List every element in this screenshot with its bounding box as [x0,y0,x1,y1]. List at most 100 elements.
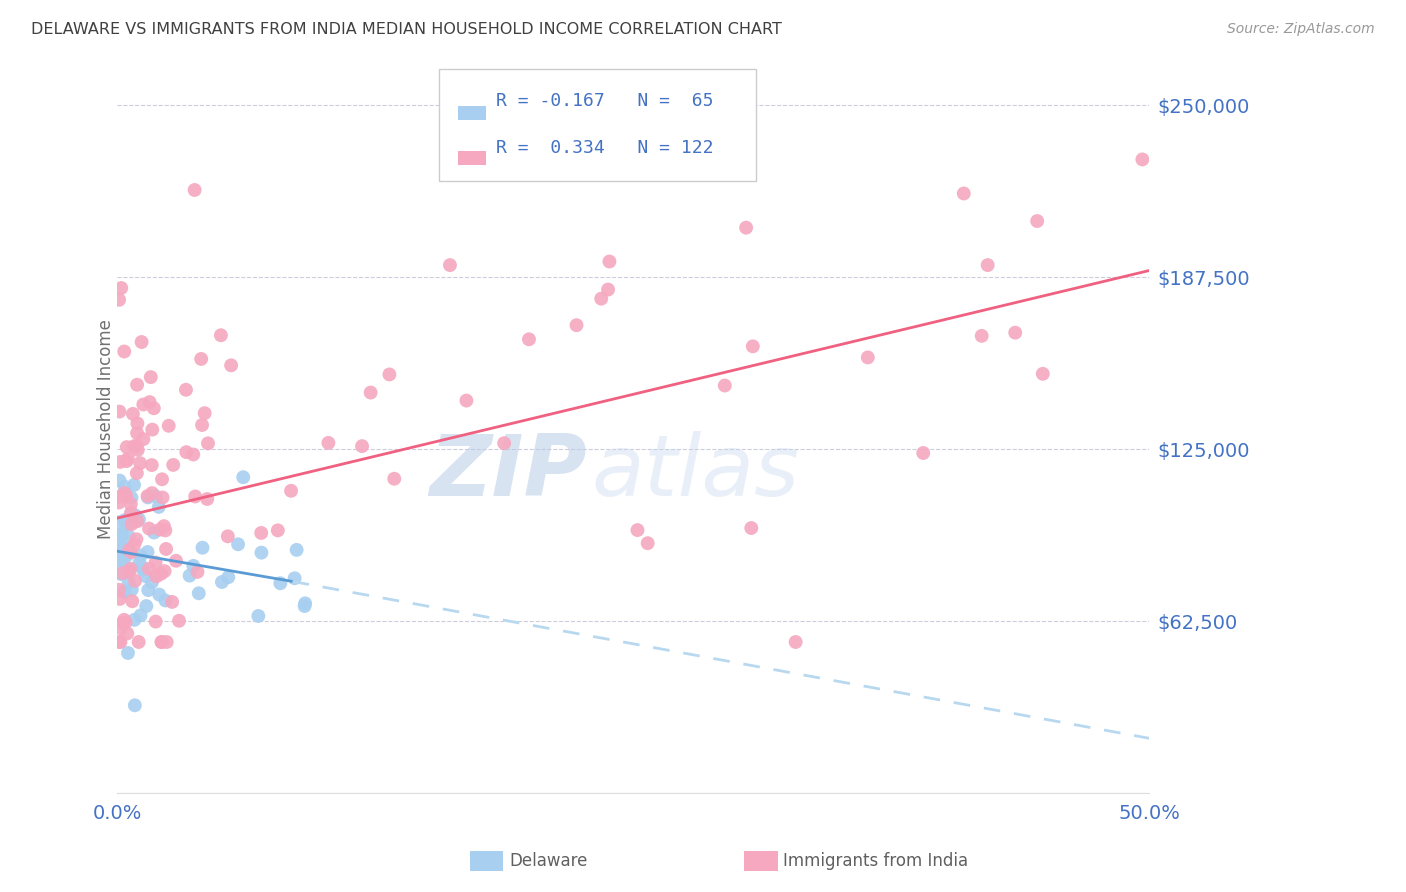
Point [108,490,131,504]
Point [120,562,142,576]
Point [115,489,138,503]
Point [145,615,167,629]
Point [111,553,134,567]
Point [970,329,993,343]
Point [141,575,163,590]
Point [360,385,382,400]
Point [110,567,132,582]
Point [124,537,146,551]
Point [856,351,879,365]
Point [155,524,177,538]
Point [382,472,405,486]
Point [197,436,219,450]
Point [285,542,308,557]
Point [129,608,152,623]
Point [138,562,160,576]
Point [174,383,197,397]
Point [108,548,131,562]
Point [439,258,461,272]
Point [129,559,152,574]
Point [626,523,648,537]
Point [135,599,157,613]
Point [127,442,149,457]
Point [120,545,142,559]
Point [114,585,136,599]
Point [114,513,136,527]
Point [186,565,208,579]
Point [217,570,239,584]
Point [111,566,134,581]
Point [596,283,619,297]
Point [117,542,139,557]
Point [143,525,166,540]
Point [112,584,135,599]
Point [194,406,217,420]
Point [785,635,807,649]
Point [155,541,177,556]
Point [118,545,141,559]
Point [132,397,155,411]
Point [160,595,183,609]
Point [125,466,148,480]
Point [378,368,401,382]
Point [110,455,132,469]
Text: Delaware: Delaware [509,852,588,870]
Point [132,563,155,577]
Point [637,536,659,550]
Point [117,529,139,543]
Point [1026,214,1049,228]
Point [167,614,190,628]
Point [294,596,316,610]
Point [136,545,159,559]
Point [138,395,160,409]
Point [124,508,146,523]
Point [122,407,145,421]
Point [176,445,198,459]
Point [148,500,170,514]
Point [108,582,131,597]
Point [280,483,302,498]
Point [117,646,139,660]
Point [713,378,735,392]
Point [1130,153,1153,167]
Point [127,426,149,441]
Text: atlas: atlas [592,431,800,514]
Text: R =  0.334   N = 122: R = 0.334 N = 122 [496,139,714,157]
Point [191,541,214,555]
Point [118,543,141,558]
Point [232,470,254,484]
Point [115,561,138,575]
Point [181,448,204,462]
Point [108,529,131,543]
Point [108,474,131,488]
Point [741,339,763,353]
Point [114,490,136,504]
Point [108,558,131,573]
Point [565,318,588,333]
Point [114,541,136,556]
Point [179,568,201,582]
Point [115,440,138,454]
Point [598,254,620,268]
Point [1032,367,1054,381]
Point [269,576,291,591]
Point [976,258,998,272]
Point [114,615,136,630]
Point [148,588,170,602]
Point [115,454,138,468]
Point [120,508,142,522]
Point [118,565,141,579]
Point [127,377,149,392]
Point [191,417,214,432]
Point [125,439,148,453]
Point [211,574,233,589]
Point [121,517,143,532]
Point [117,451,139,466]
Point [517,332,540,346]
Point [131,334,153,349]
Point [108,534,131,549]
Point [121,582,143,597]
Point [128,635,150,649]
Point [156,635,179,649]
Point [157,418,180,433]
